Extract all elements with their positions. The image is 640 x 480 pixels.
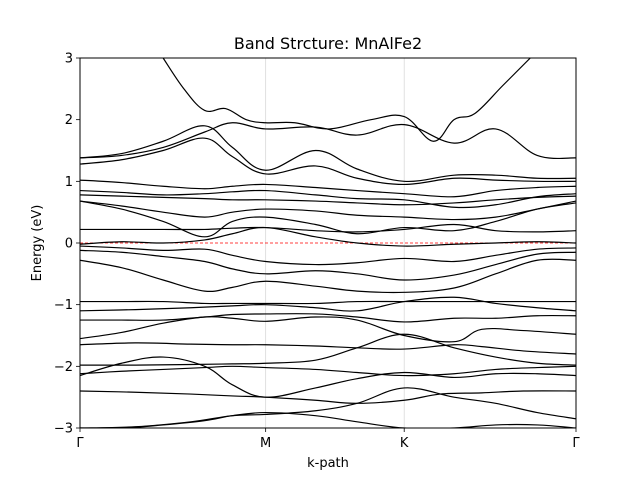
band-line-19 <box>80 194 576 206</box>
band-line-6 <box>80 333 576 366</box>
band-line-20 <box>80 189 576 209</box>
band-line-25 <box>162 58 531 142</box>
x-tick-label-1: M <box>260 436 271 451</box>
y-tick-label-0: −3 <box>54 422 73 437</box>
x-tick-label-3: Γ <box>572 436 580 451</box>
y-tick-label-4: 1 <box>65 175 73 190</box>
band-line-10 <box>80 296 576 312</box>
band-line-21 <box>80 179 576 198</box>
y-tick-label-1: −2 <box>54 360 73 375</box>
x-tick-label-0: Γ <box>76 436 84 451</box>
band-line-5 <box>80 365 576 377</box>
band-line-3 <box>80 390 576 404</box>
band-line-7 <box>80 342 576 355</box>
x-tick-label-2: K <box>400 436 409 451</box>
band-line-14 <box>80 245 576 266</box>
band-line-11 <box>80 300 576 305</box>
y-tick-label-2: −1 <box>54 298 73 313</box>
band-lines <box>80 58 576 428</box>
band-line-9 <box>80 313 576 323</box>
band-line-15 <box>80 226 576 247</box>
band-line-23 <box>80 125 576 183</box>
band-line-2 <box>80 387 576 428</box>
y-axis-ticks: −3 −2 −1 0 1 2 3 <box>54 52 80 437</box>
y-tick-label-5: 2 <box>65 113 73 128</box>
band-line-13 <box>80 249 576 281</box>
band-line-18 <box>80 200 576 221</box>
band-line-8 <box>80 316 576 343</box>
band-line-22 <box>80 137 576 186</box>
band-line-17 <box>80 200 576 238</box>
band-line-4 <box>80 356 576 398</box>
x-axis-label: k-path <box>307 456 349 471</box>
y-tick-label-3: 0 <box>65 237 73 252</box>
y-tick-label-6: 3 <box>65 52 73 67</box>
band-line-16 <box>80 223 576 233</box>
band-line-1 <box>80 411 576 428</box>
band-line-12 <box>80 258 576 294</box>
chart-title: Band Strcture: MnAlFe2 <box>234 34 422 53</box>
y-axis-label: Energy (eV) <box>30 205 45 282</box>
